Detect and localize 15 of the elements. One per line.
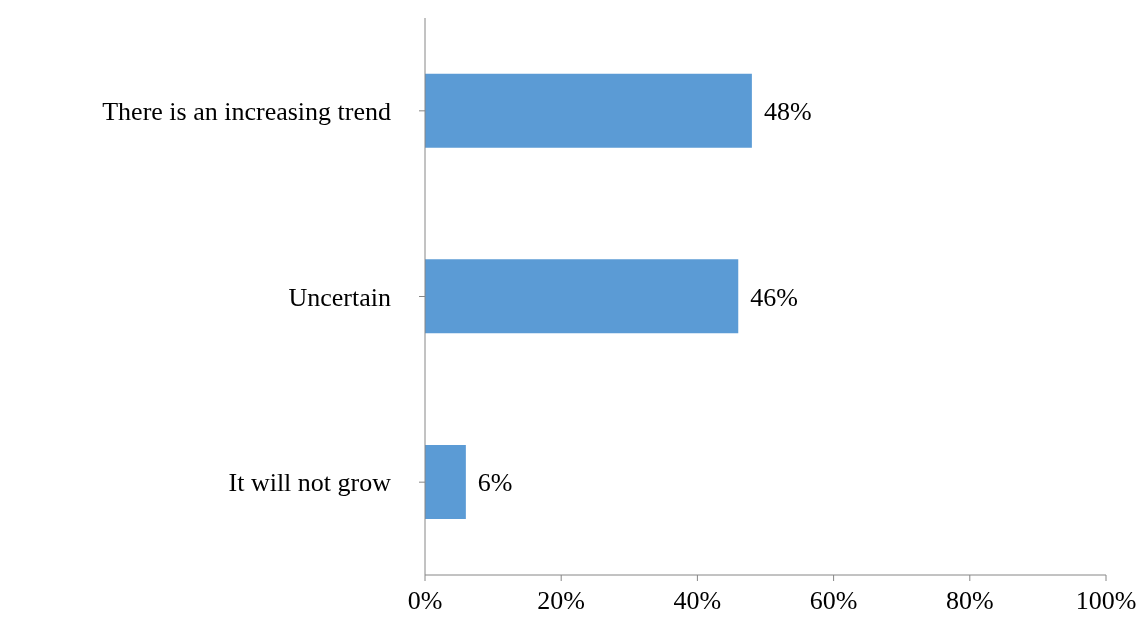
bar [425, 445, 466, 520]
data-label: 46% [750, 282, 798, 312]
x-tick-label: 80% [945, 586, 994, 616]
x-tick-label: 20% [537, 586, 586, 616]
x-tick-label: 60% [809, 586, 858, 616]
bar [425, 259, 739, 334]
data-label: 6% [477, 468, 513, 498]
data-label: 48% [763, 96, 812, 126]
y-tick-label: There is an increasing trend [102, 97, 391, 127]
bar [425, 73, 752, 148]
x-tick-label: 0% [407, 586, 443, 616]
x-tick-label: 40% [673, 586, 722, 616]
y-tick-label: Uncertain [288, 282, 391, 312]
x-tick-label: 100% [1075, 586, 1137, 616]
y-tick-label: It will not grow [228, 468, 392, 498]
